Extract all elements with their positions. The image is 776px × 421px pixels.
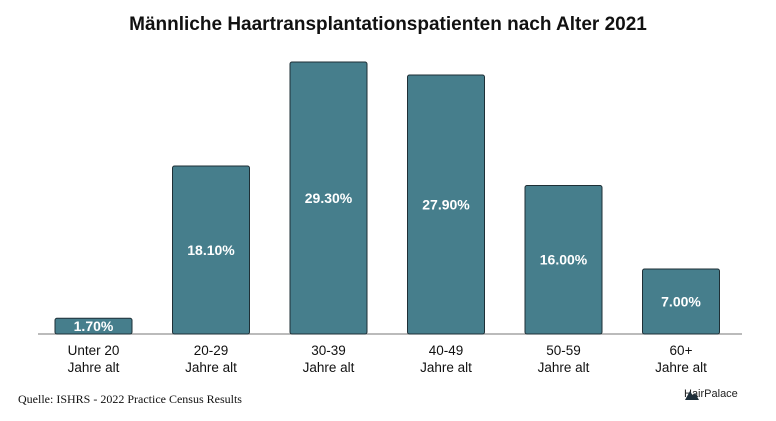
x-tick-label: Jahre alt xyxy=(68,360,120,375)
x-tick-label: Jahre alt xyxy=(538,360,590,375)
x-tick-label: 30-39 xyxy=(311,343,346,358)
logo-text: HairPalace xyxy=(684,388,738,400)
data-label: 18.10% xyxy=(187,242,235,258)
bar xyxy=(54,317,133,335)
bar xyxy=(289,61,368,335)
data-label: 27.90% xyxy=(422,196,470,212)
x-tick-label: 40-49 xyxy=(429,343,464,358)
chart-title: Männliche Haartransplantationspatienten … xyxy=(129,14,647,35)
bar xyxy=(524,184,603,335)
x-tick-label: 20-29 xyxy=(194,343,229,358)
data-label: 7.00% xyxy=(661,294,701,310)
x-tick-label: Jahre alt xyxy=(655,360,707,375)
data-label: 16.00% xyxy=(540,252,588,268)
x-tick-label: Jahre alt xyxy=(420,360,472,375)
x-tick-label: 50-59 xyxy=(546,343,581,358)
data-label: 1.70% xyxy=(74,318,114,334)
bar xyxy=(642,268,720,335)
source-note: Quelle: ISHRS - 2022 Practice Census Res… xyxy=(18,392,242,406)
bar xyxy=(407,74,485,335)
x-tick-label: 60+ xyxy=(670,343,693,358)
brand-logo: HairPalace xyxy=(684,388,738,400)
x-tick-label: Unter 20 xyxy=(68,343,120,358)
logo-icon xyxy=(685,391,699,400)
data-label: 29.30% xyxy=(305,190,353,206)
x-tick-label: Jahre alt xyxy=(303,360,355,375)
bar xyxy=(172,165,250,335)
x-tick-label: Jahre alt xyxy=(185,360,237,375)
